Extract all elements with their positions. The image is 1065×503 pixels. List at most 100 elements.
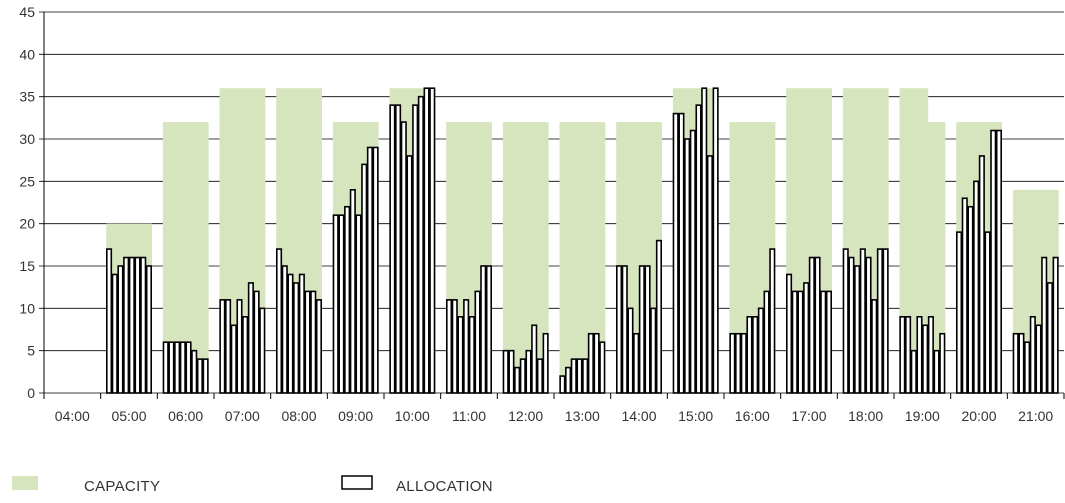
allocation-bar (389, 104, 396, 394)
x-tick-label: 21:00 (1018, 408, 1053, 424)
capacity-bar (939, 122, 946, 394)
capacity-bar (1035, 189, 1042, 393)
capacity-bar (752, 122, 759, 394)
allocation-bar (1012, 332, 1019, 394)
allocation-bar (242, 315, 249, 394)
allocation-bar (599, 341, 606, 394)
allocation-bar (955, 231, 963, 394)
allocation-bar (525, 349, 532, 394)
y-tick-label: 5 (27, 343, 35, 359)
allocation-bar (757, 307, 764, 394)
allocation-bar (372, 146, 379, 394)
allocation-bar (1018, 332, 1025, 394)
y-tick-label: 30 (19, 131, 35, 147)
allocation-bar (536, 358, 543, 394)
capacity-bar (877, 88, 883, 393)
x-tick-label: 11:00 (452, 408, 486, 424)
allocation-bar (1046, 282, 1053, 394)
capacity-bar (281, 88, 288, 393)
allocation-bar (995, 129, 1003, 394)
capacity-bar (502, 122, 509, 394)
allocation-bar (344, 205, 351, 394)
capacity-bar (236, 88, 243, 393)
capacity-bar (463, 122, 470, 394)
capacity-bar (259, 88, 266, 393)
allocation-bar (582, 358, 589, 394)
capacity-bar (576, 122, 583, 394)
allocation-bar (253, 290, 260, 394)
allocation-bar (684, 138, 691, 394)
capacity-bar (480, 122, 487, 394)
allocation-bar (332, 214, 339, 394)
allocation-bar (752, 315, 759, 394)
allocation-bar (910, 349, 917, 394)
allocation-bar (763, 290, 770, 394)
capacity-bar (1029, 189, 1036, 393)
allocation-bar (474, 290, 481, 394)
capacity-bar (933, 122, 940, 394)
capacity-bar (293, 88, 300, 393)
capacity-bar (310, 88, 317, 393)
capacity-bar (848, 88, 855, 393)
allocation-bar (576, 358, 583, 394)
y-tick-label: 20 (19, 216, 35, 232)
capacity-bar (225, 88, 232, 393)
allocation-bar (145, 265, 152, 394)
capacity-bar (859, 88, 866, 393)
allocation-bar (361, 163, 368, 394)
capacity-bar (185, 122, 192, 394)
capacity-bar (854, 88, 861, 393)
allocation-bar (134, 256, 141, 394)
allocation-bar (882, 248, 889, 394)
capacity-bar (179, 122, 186, 394)
allocation-bar (417, 95, 424, 394)
allocation-bar (480, 265, 487, 394)
capacity-bar (508, 122, 515, 394)
capacity-bar (570, 122, 577, 394)
legend: CAPACITY ALLOCATION (12, 475, 493, 495)
allocation-bar (304, 290, 311, 394)
x-tick-label: 05:00 (111, 408, 146, 424)
allocation-bar (672, 112, 679, 394)
x-tick-label: 04:00 (55, 408, 90, 424)
allocation-bar (225, 299, 232, 394)
capacity-bar (865, 88, 872, 393)
capacity-bar (174, 122, 181, 394)
allocation-bar (973, 180, 980, 394)
allocation-bar (565, 366, 572, 394)
capacity-bar (542, 122, 549, 394)
allocation-bar (627, 307, 634, 394)
allocation-bar (542, 332, 549, 394)
allocation-bar (106, 248, 113, 394)
capacity-bar (168, 122, 175, 394)
allocation-bar (961, 197, 968, 394)
capacity-bar (469, 122, 475, 394)
allocation-bar (412, 104, 419, 394)
x-tick-label: 08:00 (281, 408, 316, 424)
capacity-bar (826, 88, 832, 393)
capacity-bar (1012, 189, 1019, 393)
allocation-bar (785, 273, 793, 394)
capacity-bar (537, 122, 543, 394)
allocation-bar (1041, 256, 1048, 394)
capacity-bar (559, 122, 566, 394)
allocation-bar (468, 315, 475, 394)
legend-entry-capacity: CAPACITY (12, 476, 160, 495)
capacity-bar (621, 122, 628, 394)
capacity-bar (253, 88, 260, 393)
capacity-bar (525, 122, 532, 394)
x-tick-label: 17:00 (791, 408, 826, 424)
allocation-bar (531, 324, 538, 394)
allocation-bar (842, 248, 849, 394)
allocation-bar (729, 332, 736, 394)
capacity-bar (763, 122, 770, 394)
allocation-bar (366, 146, 373, 394)
capacity-bar (627, 122, 634, 394)
allocation-bar (797, 290, 804, 394)
capacity-bar (519, 122, 526, 394)
allocation-bar (854, 265, 861, 394)
allocation-bar (293, 282, 300, 394)
allocation-bar (236, 299, 243, 394)
capacity-bar (197, 122, 203, 394)
allocation-bar (1029, 315, 1036, 394)
